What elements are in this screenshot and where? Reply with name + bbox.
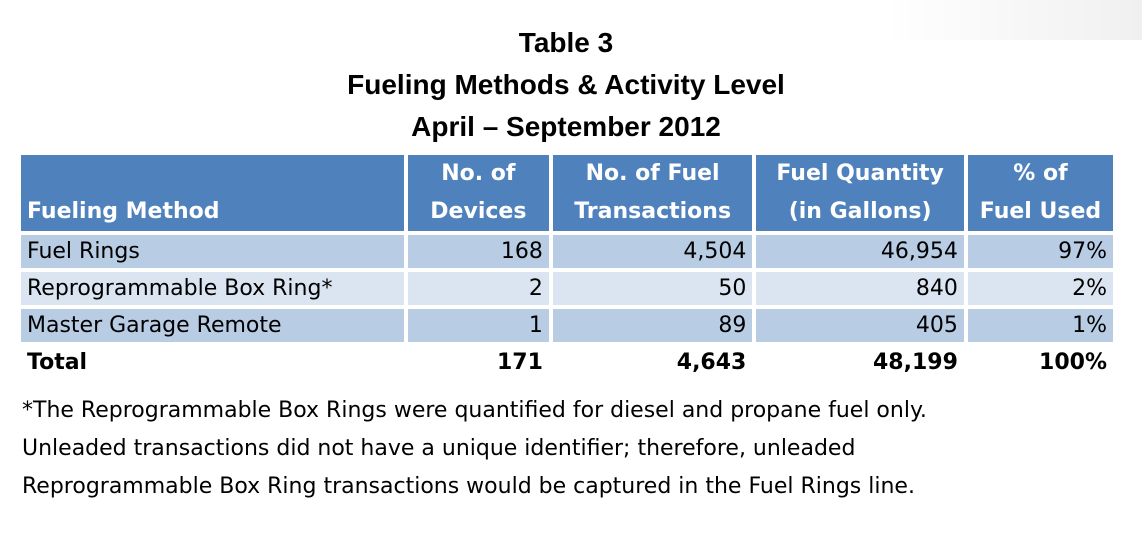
table-date-range: April – September 2012 [411,111,721,142]
table-row: Reprogrammable Box Ring* 2 50 840 2% [21,272,1113,305]
cell-transactions: 50 [552,272,753,305]
fueling-methods-table: Fueling Method No. of Devices No. of Fue… [17,151,1117,383]
cell-gallons: 46,954 [756,235,964,268]
cell-method: Master Garage Remote [21,309,404,342]
cell-method: Fuel Rings [21,235,404,268]
header-no-of-devices: No. of Devices [407,155,549,231]
cell-percent: 2% [967,272,1113,305]
cell-devices: 1 [407,309,549,342]
header-row: Fueling Method No. of Devices No. of Fue… [21,155,1113,231]
table-footnote: *The Reprogrammable Box Rings were quant… [22,392,1122,506]
total-label: Total [21,346,404,379]
total-row: Total 171 4,643 48,199 100% [21,346,1113,379]
cell-transactions: 4,504 [552,235,753,268]
table-title-block: Table 3 Fueling Methods & Activity Level… [0,22,1132,148]
cell-gallons: 405 [756,309,964,342]
header-fuel-quantity: Fuel Quantity (in Gallons) [756,155,964,231]
header-fueling-method: Fueling Method [21,155,404,231]
header-no-of-fuel-transactions: No. of Fuel Transactions [552,155,753,231]
table-number: Table 3 [518,27,614,58]
total-gallons: 48,199 [756,346,964,379]
footnote-line: *The Reprogrammable Box Rings were quant… [22,398,927,423]
footnote-line: Unleaded transactions did not have a uni… [22,436,856,461]
cell-percent: 97% [967,235,1113,268]
table-row: Master Garage Remote 1 89 405 1% [21,309,1113,342]
table-row: Fuel Rings 168 4,504 46,954 97% [21,235,1113,268]
table-title: Fueling Methods & Activity Level [347,69,785,100]
cell-devices: 2 [407,272,549,305]
cell-percent: 1% [967,309,1113,342]
total-transactions: 4,643 [552,346,753,379]
cell-transactions: 89 [552,309,753,342]
total-percent: 100% [967,346,1113,379]
total-devices: 171 [407,346,549,379]
footnote-line: Reprogrammable Box Ring transactions wou… [22,474,915,499]
cell-method: Reprogrammable Box Ring* [21,272,404,305]
header-percent-fuel-used: % of Fuel Used [967,155,1113,231]
cell-gallons: 840 [756,272,964,305]
cell-devices: 168 [407,235,549,268]
